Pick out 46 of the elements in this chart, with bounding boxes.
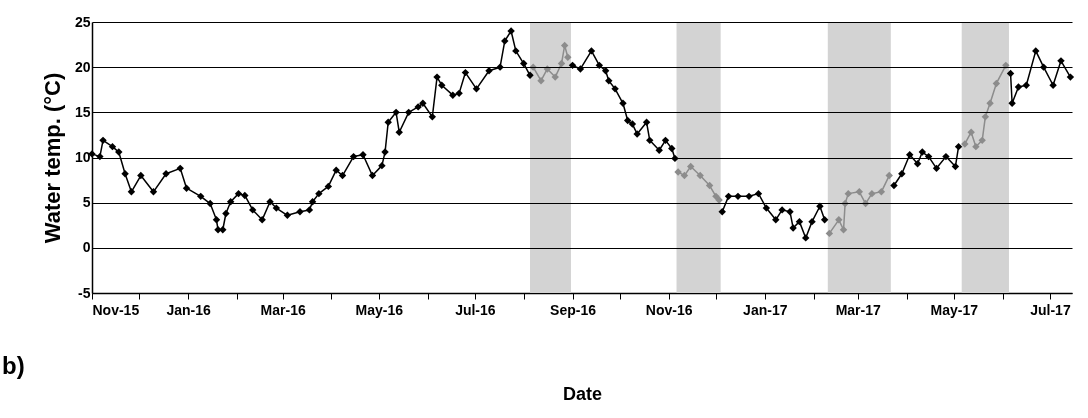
x-tick-label: Nov-15 bbox=[92, 301, 140, 318]
y-tick-label: 15 bbox=[74, 103, 91, 120]
point bbox=[868, 189, 876, 198]
point bbox=[967, 128, 975, 136]
x-tick-label: May-17 bbox=[930, 301, 979, 318]
point bbox=[972, 142, 980, 151]
point bbox=[992, 79, 1001, 88]
y-tick-label: -5 bbox=[78, 284, 91, 301]
point bbox=[705, 181, 714, 190]
x-axis-title: Date bbox=[562, 383, 603, 404]
point bbox=[564, 53, 572, 61]
point bbox=[543, 65, 552, 73]
x-tick-label: Jul-16 bbox=[455, 301, 496, 318]
y-tick-label: 0 bbox=[82, 239, 91, 256]
point bbox=[687, 162, 695, 171]
y-tick-label: 20 bbox=[74, 58, 91, 75]
point bbox=[981, 113, 990, 121]
x-tick-label: Jan-16 bbox=[166, 301, 211, 318]
text: b) bbox=[2, 352, 25, 380]
y-tick-label: 10 bbox=[74, 149, 91, 165]
y-axis-title: Water temp. (°C) bbox=[39, 72, 65, 244]
point bbox=[696, 171, 704, 180]
point bbox=[537, 77, 545, 85]
x-tick-label: Jul-17 bbox=[1030, 301, 1071, 318]
x-tick-label: Nov-16 bbox=[645, 301, 693, 318]
y-tick-label: 25 bbox=[74, 13, 91, 30]
x-tick-label: Mar-16 bbox=[260, 301, 306, 318]
point bbox=[557, 59, 566, 68]
point bbox=[844, 189, 852, 198]
point bbox=[885, 171, 893, 180]
point bbox=[1002, 61, 1010, 70]
point bbox=[877, 188, 886, 196]
point bbox=[839, 226, 848, 234]
point bbox=[680, 171, 689, 180]
point bbox=[825, 229, 834, 238]
point bbox=[835, 216, 843, 224]
x-tick-label: May-16 bbox=[355, 301, 404, 318]
y-tick-label: 5 bbox=[82, 194, 91, 211]
point bbox=[712, 192, 720, 201]
point bbox=[551, 73, 559, 81]
x-tick-label: Sep-16 bbox=[550, 301, 597, 318]
x-tick-label: Jan-17 bbox=[743, 301, 788, 318]
point bbox=[986, 99, 994, 108]
x-tick-label: Mar-17 bbox=[835, 301, 881, 318]
point bbox=[978, 136, 986, 145]
point bbox=[855, 188, 864, 196]
